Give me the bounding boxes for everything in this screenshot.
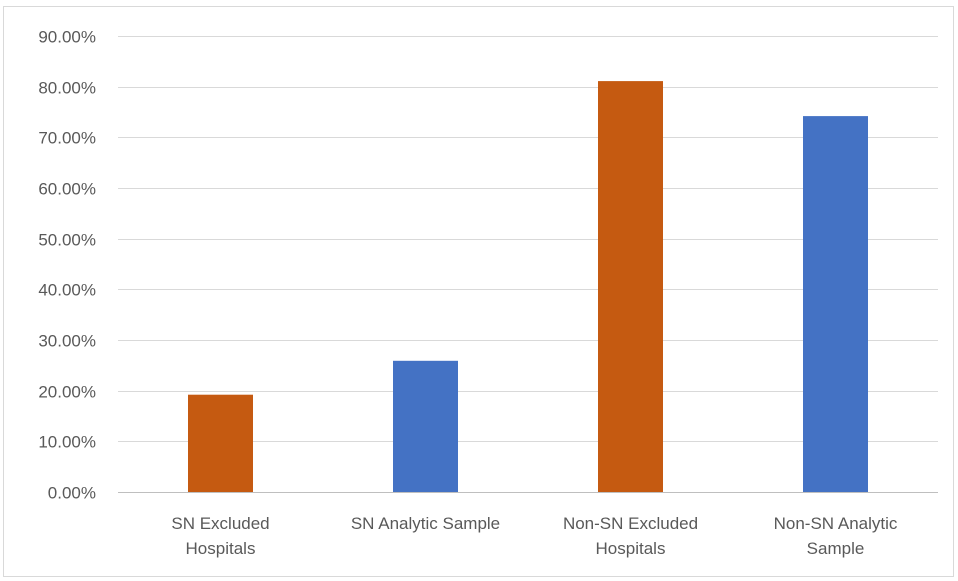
x-category-label: Non-SN Excluded Hospitals: [563, 514, 698, 558]
y-tick-label: 40.00%: [38, 281, 96, 300]
y-tick-label: 60.00%: [38, 180, 96, 199]
x-category-label-line: Sample: [807, 539, 865, 558]
y-tick-label: 50.00%: [38, 231, 96, 250]
x-category-label-line: SN Excluded: [171, 514, 269, 533]
chart-frame: [3, 6, 954, 577]
bar: [598, 81, 663, 492]
x-category-label-line: SN Analytic Sample: [351, 514, 500, 533]
y-tick-label: 30.00%: [38, 332, 96, 351]
y-tick-label: 90.00%: [38, 28, 96, 47]
y-tick-label: 0.00%: [48, 484, 96, 503]
y-tick-label: 80.00%: [38, 79, 96, 98]
y-tick-label: 20.00%: [38, 383, 96, 402]
x-category-label-line: Non-SN Excluded: [563, 514, 698, 533]
x-category-label: SN Analytic Sample: [351, 514, 500, 533]
x-category-label: SN Excluded Hospitals: [171, 514, 269, 558]
y-axis-tick-labels: 0.00% 10.00% 20.00% 30.00% 40.00% 50.00% 60.00…: [38, 28, 96, 503]
x-axis-category-labels: SN Excluded Hospitals SN Analytic Sample No…: [171, 514, 898, 558]
x-category-label-line: Hospitals: [186, 539, 256, 558]
bar: [188, 394, 253, 492]
bar: [393, 360, 458, 492]
bar: [803, 116, 868, 492]
y-tick-label: 70.00%: [38, 129, 96, 148]
x-category-label-line: Non-SN Analytic: [774, 514, 898, 533]
x-category-label: Non-SN Analytic Sample: [774, 514, 898, 558]
gridlines: [118, 36, 938, 442]
x-category-label-line: Hospitals: [596, 539, 666, 558]
bars: [188, 81, 868, 492]
y-tick-label: 10.00%: [38, 433, 96, 452]
